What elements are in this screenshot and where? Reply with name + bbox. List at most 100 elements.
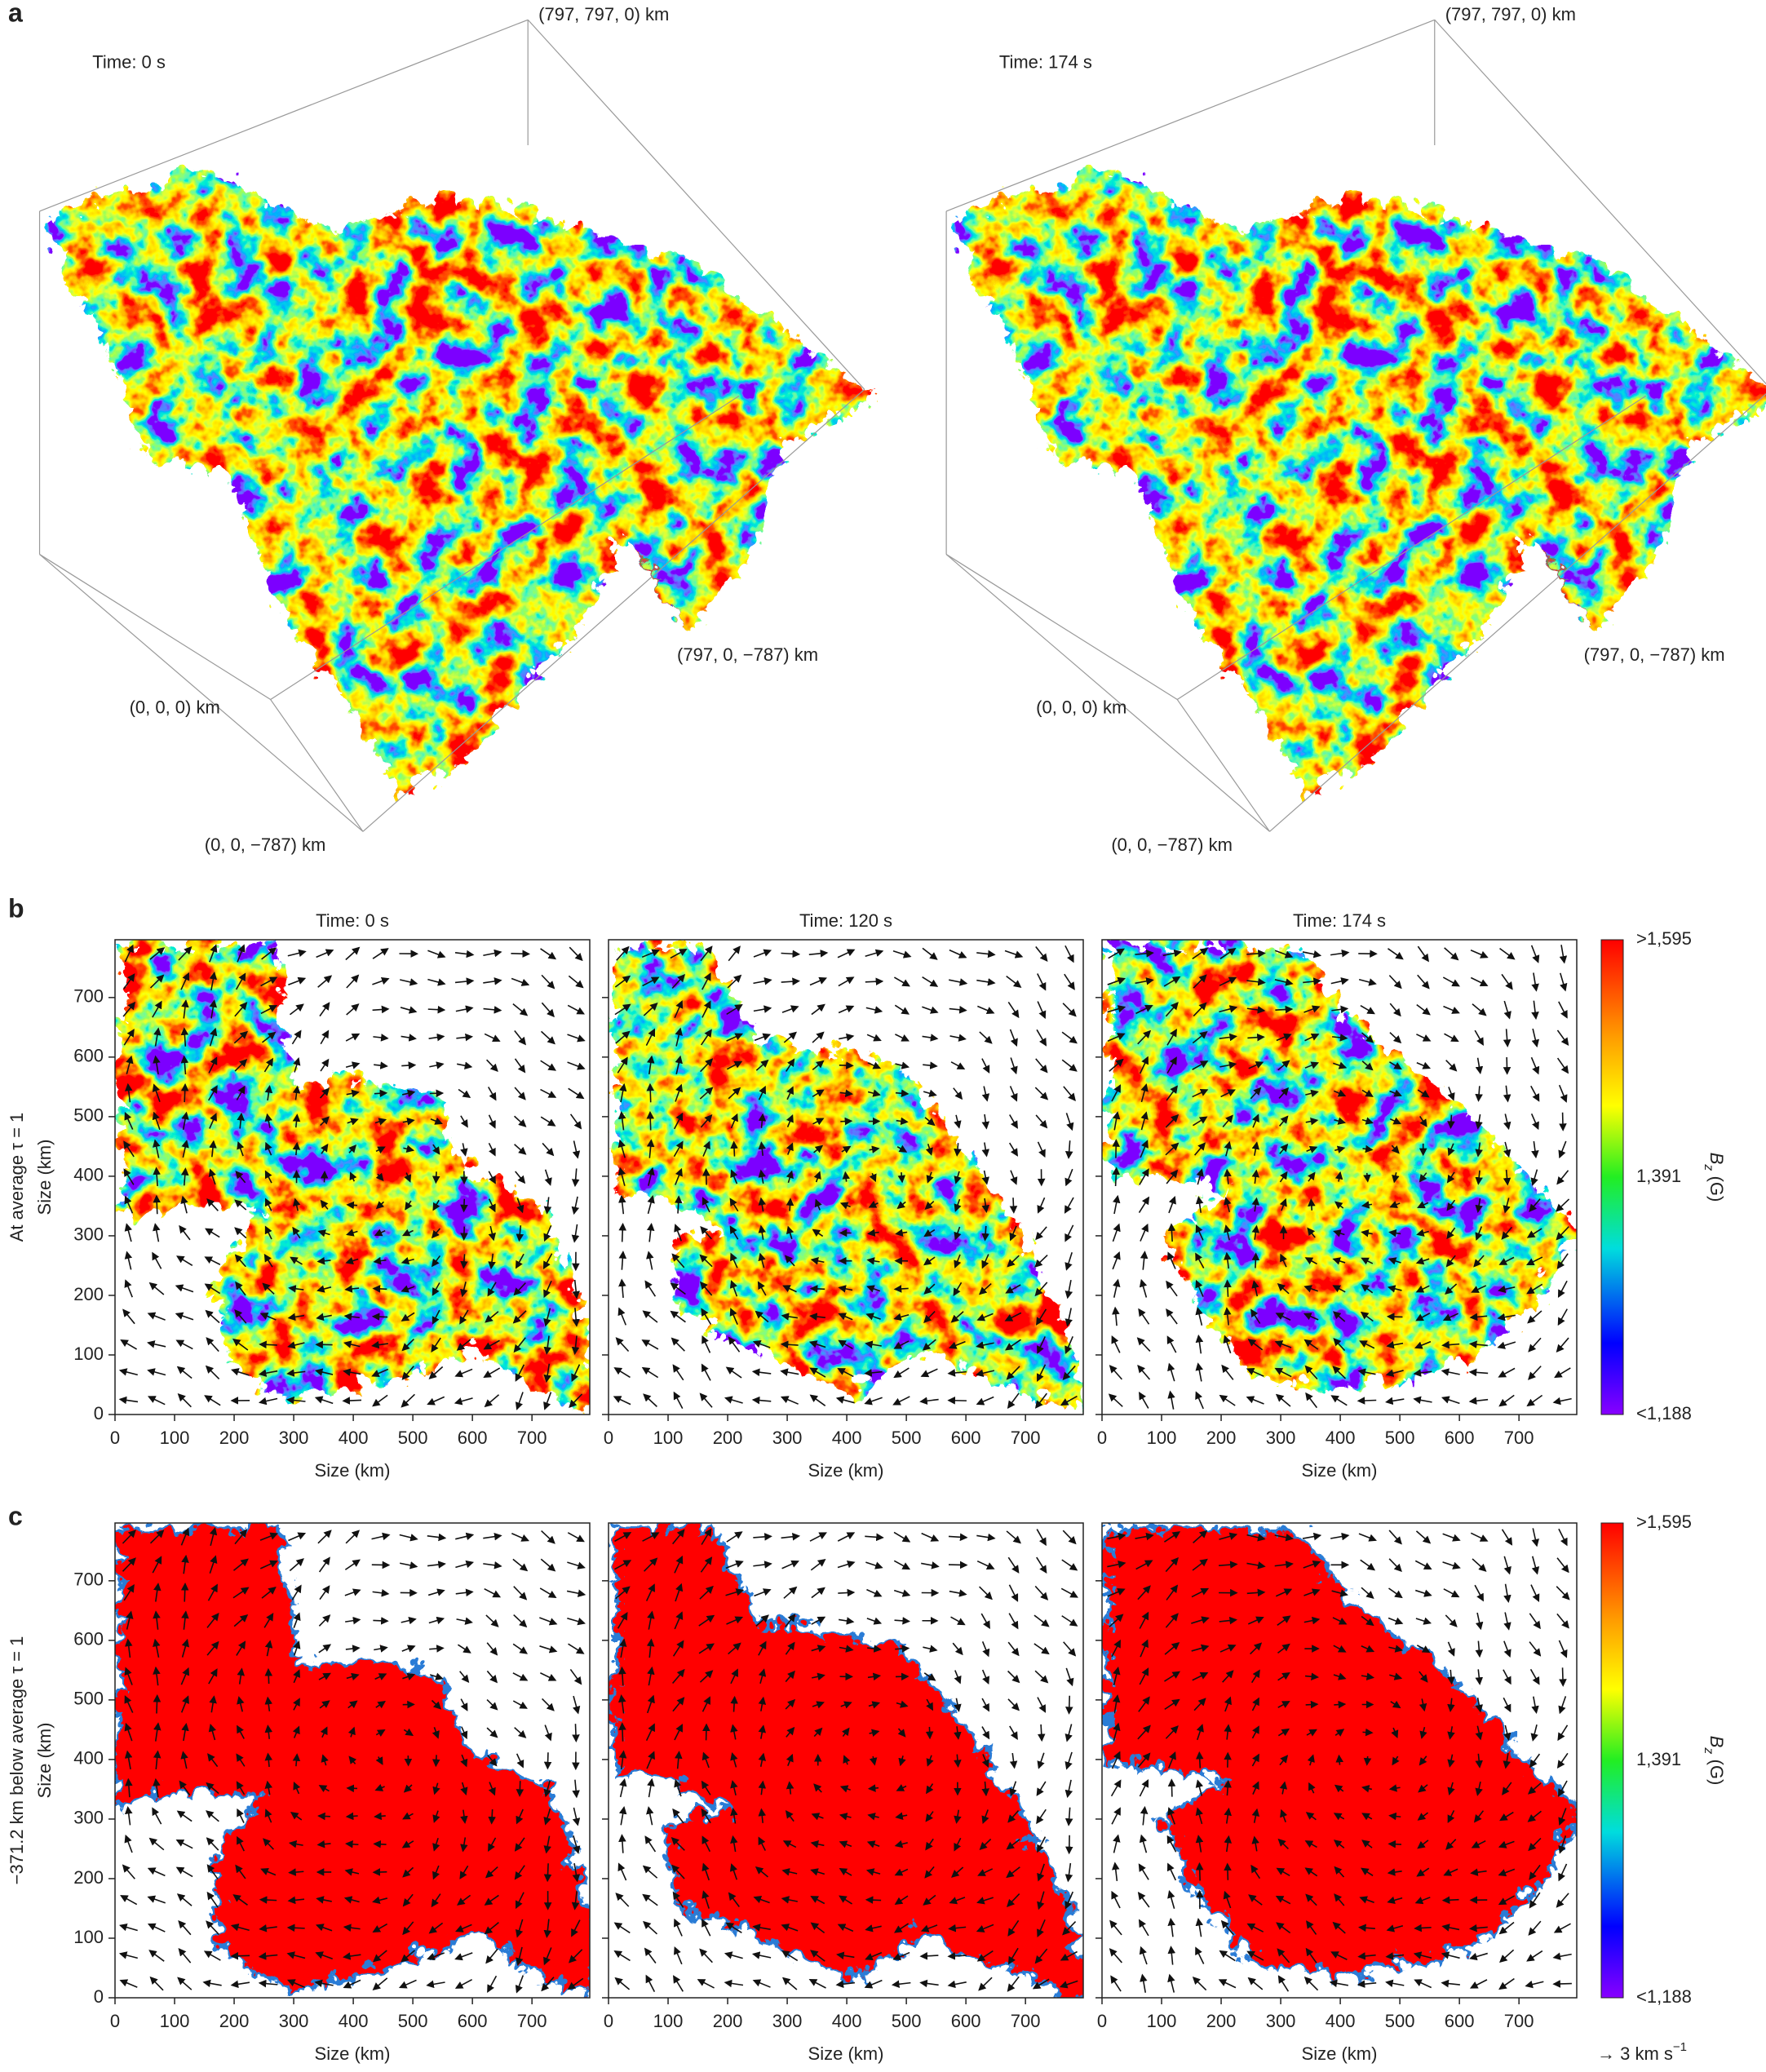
velocity-arrow — [314, 1979, 334, 1988]
corner-label: (797, 797, 0) km — [1445, 4, 1576, 24]
velocity-arrow — [261, 947, 277, 960]
velocity-arrow — [428, 1616, 445, 1625]
velocity-arrow — [954, 1254, 962, 1268]
velocity-arrow — [317, 975, 333, 988]
velocity-arrow — [204, 1256, 221, 1265]
y-tick-label: 500 — [73, 1105, 104, 1126]
velocity-arrow — [1036, 1529, 1047, 1547]
velocity-arrow — [285, 1396, 306, 1405]
velocity-arrow — [1037, 1001, 1047, 1020]
velocity-arrow — [1008, 1613, 1019, 1630]
velocity-arrow — [1361, 1229, 1373, 1237]
y-tick-label: 700 — [73, 986, 104, 1007]
velocity-arrow — [264, 1113, 272, 1128]
velocity-arrow — [919, 1979, 939, 1988]
velocity-arrow — [1062, 1365, 1076, 1381]
velocity-arrow — [922, 976, 939, 987]
velocity-arrow — [1389, 1089, 1402, 1097]
velocity-arrow — [786, 1058, 795, 1072]
velocity-arrow — [124, 1251, 133, 1270]
velocity-arrow — [893, 1589, 911, 1597]
velocity-arrow — [147, 1368, 166, 1376]
velocity-arrow — [1387, 1285, 1402, 1293]
velocity-arrow — [1556, 1586, 1570, 1600]
velocity-arrow — [1137, 1029, 1152, 1045]
map-content — [1102, 940, 1577, 1415]
velocity-arrow — [572, 1279, 580, 1299]
velocity-arrow — [1277, 1975, 1290, 1992]
velocity-arrow — [373, 1034, 389, 1042]
velocity-arrow — [697, 1979, 715, 1989]
velocity-arrow — [372, 1589, 390, 1597]
velocity-arrow — [1193, 974, 1207, 989]
velocity-arrow — [569, 946, 583, 962]
velocity-arrow — [291, 1584, 302, 1600]
velocity-arrow — [571, 1364, 581, 1383]
velocity-arrow — [427, 1005, 446, 1014]
velocity-arrow — [1445, 1614, 1458, 1627]
map-title: Time: 120 s — [799, 910, 892, 931]
velocity-arrow — [1140, 1111, 1149, 1131]
velocity-arrow — [122, 1308, 135, 1325]
velocity-arrow — [840, 1117, 853, 1126]
velocity-arrow — [375, 1146, 386, 1154]
velocity-arrow — [289, 1558, 304, 1572]
velocity-arrow — [615, 1030, 631, 1044]
velocity-arrow — [347, 1118, 359, 1126]
velocity-arrow — [345, 1616, 361, 1625]
velocity-arrow — [346, 1003, 360, 1016]
velocity-arrow — [1417, 945, 1429, 963]
velocity-arrow — [460, 1115, 468, 1128]
velocity-arrow — [427, 1561, 446, 1569]
velocity-arrow — [1251, 1252, 1260, 1268]
velocity-arrow — [1556, 1557, 1569, 1574]
velocity-arrow — [923, 1061, 938, 1069]
velocity-arrow — [919, 1951, 939, 1960]
velocity-arrow — [264, 1141, 272, 1156]
velocity-arrow — [753, 1561, 772, 1569]
velocity-arrow — [869, 1145, 880, 1153]
velocity-arrow — [646, 1139, 655, 1158]
surface-field — [0, 82, 897, 816]
velocity-arrow — [488, 1225, 496, 1242]
velocity-arrow — [729, 1308, 738, 1326]
velocity-arrow — [954, 1670, 962, 1685]
velocity-arrow — [180, 1582, 189, 1602]
velocity-arrow — [1503, 1697, 1512, 1713]
velocity-arrow — [1501, 1529, 1513, 1546]
velocity-arrow — [729, 1225, 739, 1240]
x-tick-label: 300 — [772, 1428, 803, 1448]
velocity-arrow — [1531, 1556, 1540, 1575]
velocity-arrow — [757, 1281, 767, 1296]
velocity-arrow — [618, 1082, 627, 1103]
velocity-arrow — [147, 1923, 166, 1933]
velocity-arrow — [1140, 1140, 1149, 1158]
velocity-arrow — [1007, 1670, 1020, 1684]
velocity-arrow — [483, 1367, 501, 1378]
velocity-arrow — [1005, 1339, 1021, 1351]
velocity-arrow — [540, 1558, 556, 1572]
velocity-arrow — [1330, 1532, 1350, 1541]
velocity-arrow — [483, 1339, 500, 1350]
velocity-arrow — [618, 1222, 627, 1242]
velocity-arrow — [1064, 1862, 1073, 1883]
velocity-arrow — [1108, 948, 1125, 959]
velocity-arrow — [119, 1923, 138, 1932]
velocity-arrow — [288, 1532, 307, 1542]
velocity-arrow — [541, 1002, 555, 1018]
velocity-arrow — [1388, 1530, 1402, 1545]
velocity-arrow — [1107, 1005, 1126, 1013]
velocity-arrow — [454, 1978, 473, 1989]
velocity-arrow — [949, 1006, 967, 1014]
y-axis-label: At average τ = 1 — [7, 1113, 27, 1242]
velocity-arrow — [206, 1337, 219, 1353]
velocity-arrow — [209, 971, 218, 991]
velocity-arrow — [614, 975, 631, 988]
velocity-arrow — [1109, 1919, 1122, 1936]
velocity-arrow — [1529, 1613, 1541, 1630]
velocity-arrow — [153, 1027, 162, 1047]
velocity-arrow — [207, 1085, 218, 1101]
velocity-arrow — [208, 1168, 216, 1185]
velocity-arrow — [1333, 1229, 1345, 1237]
velocity-arrow — [1138, 1196, 1150, 1213]
